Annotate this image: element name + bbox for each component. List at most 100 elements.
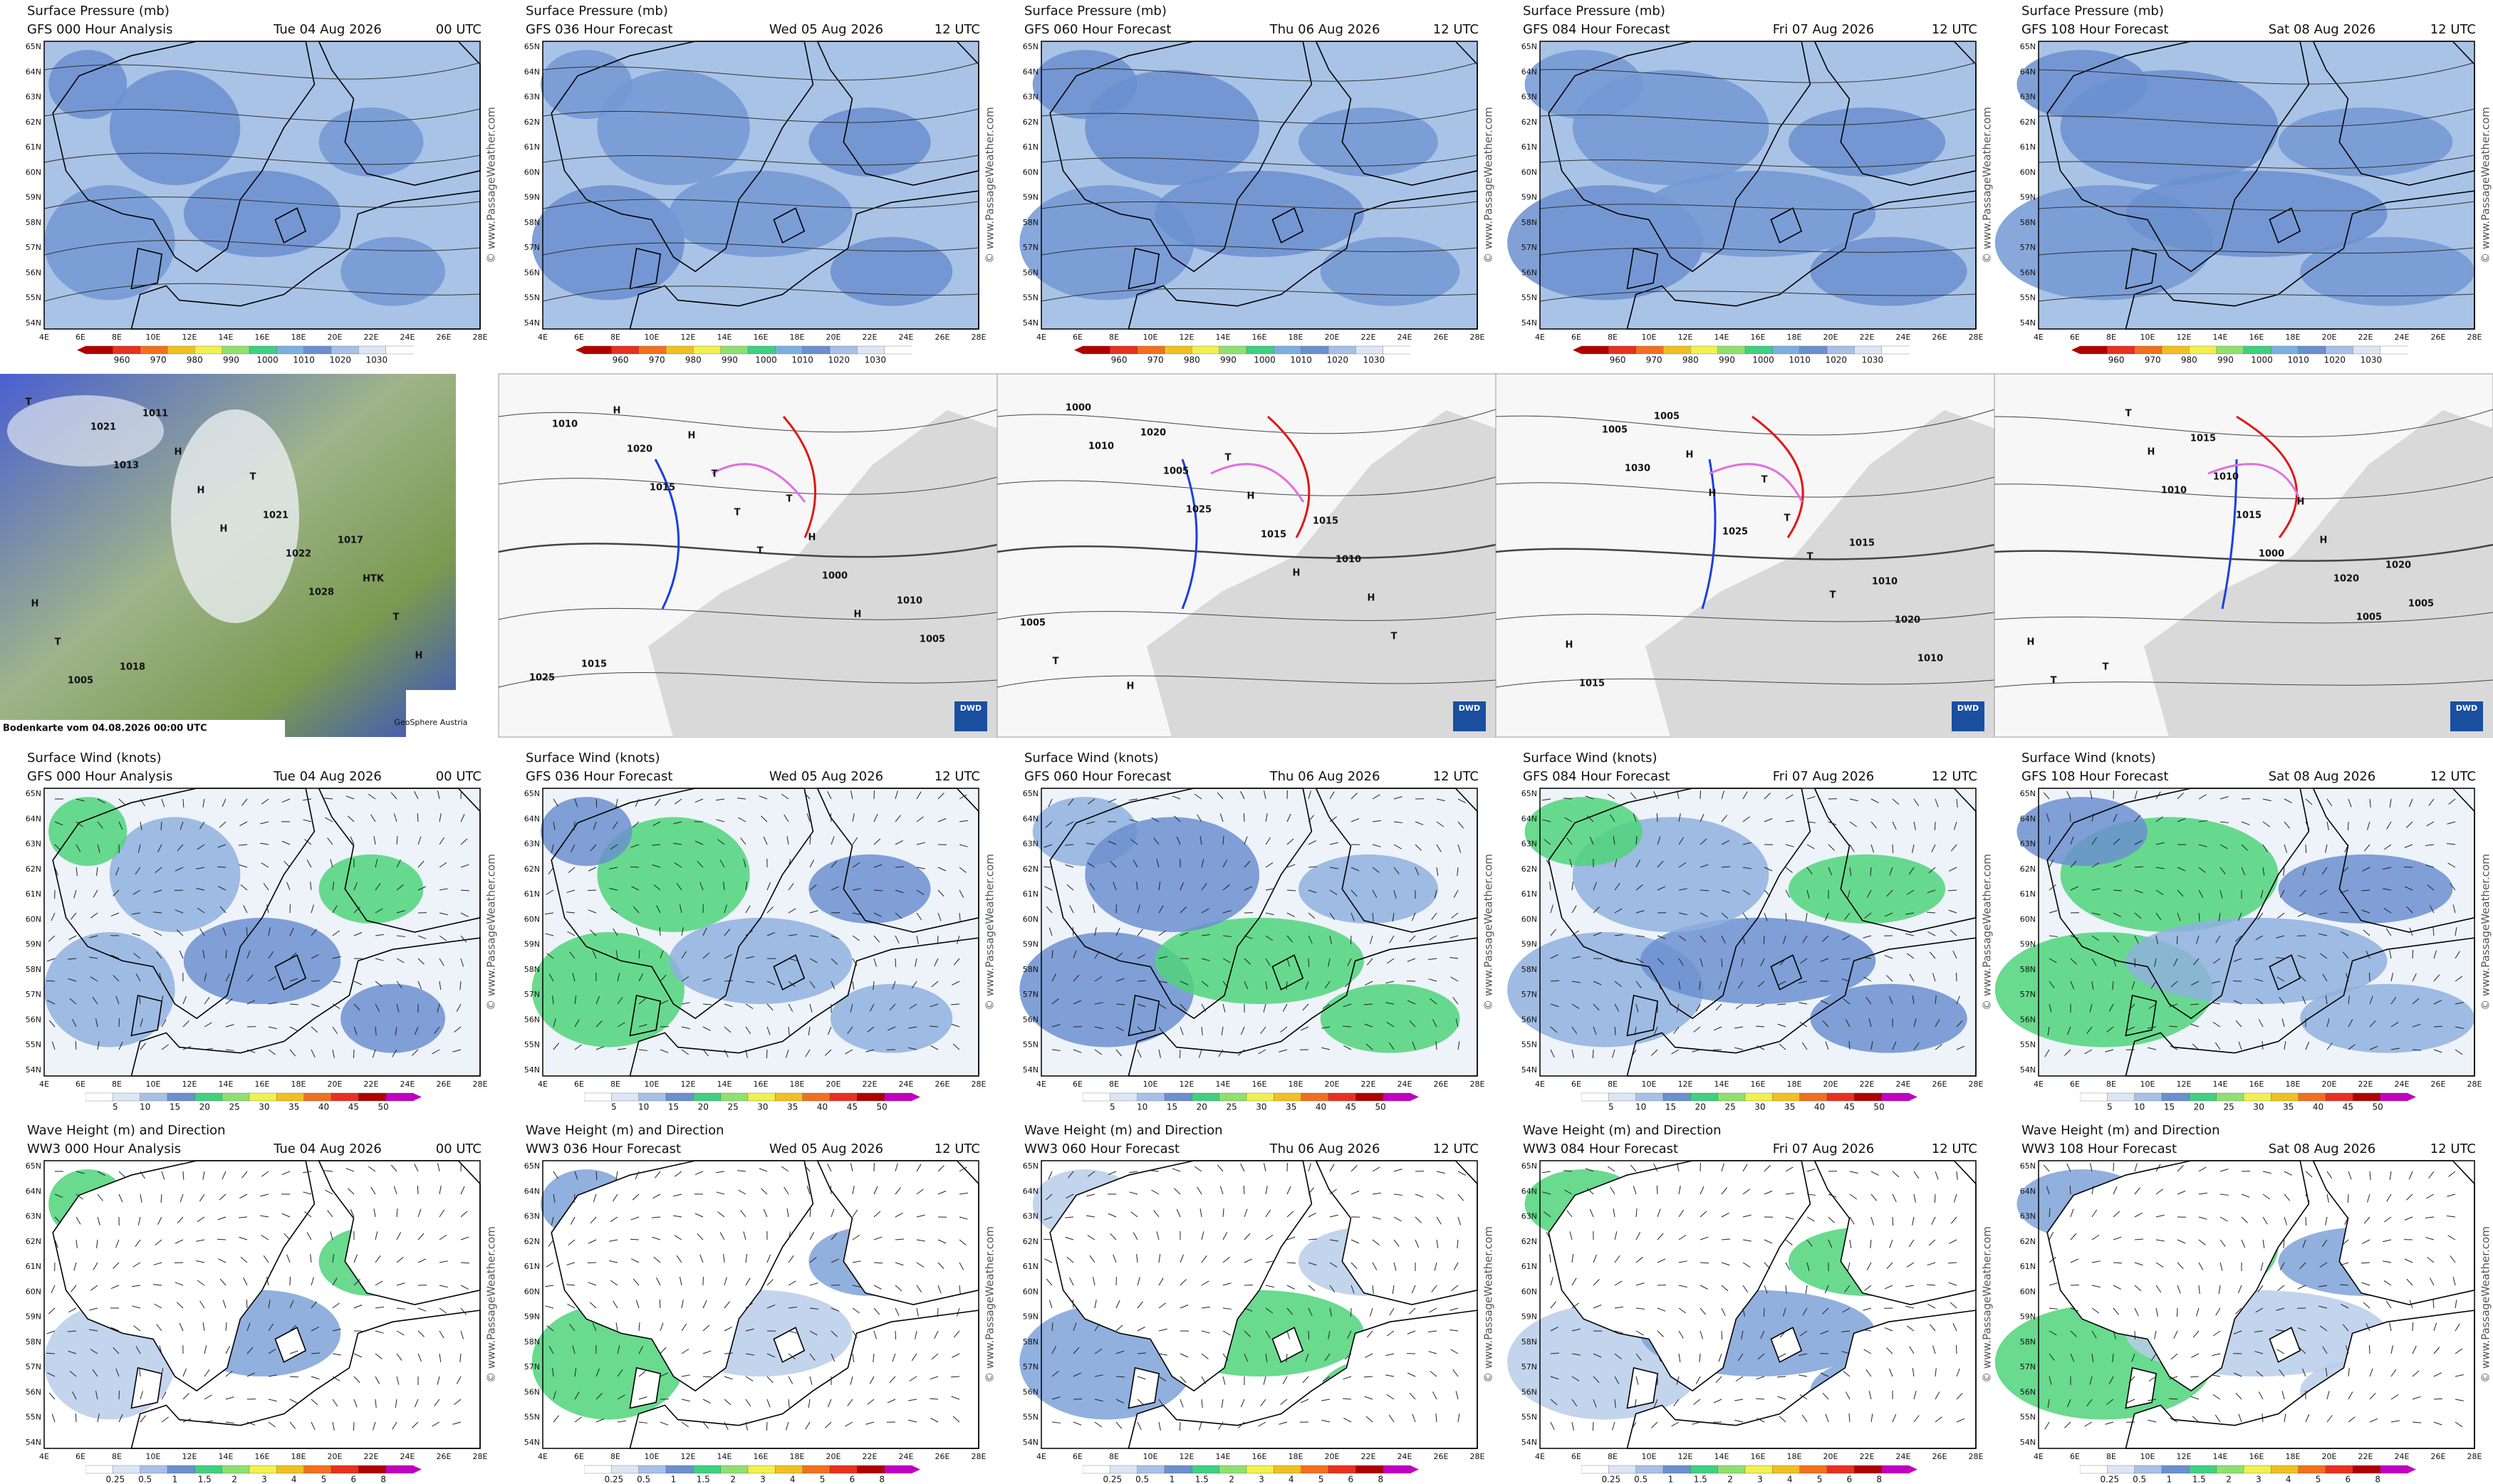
- lat-label: 65N: [26, 1161, 41, 1171]
- direction-arrow: [2455, 976, 2463, 982]
- direction-arrow: [1737, 981, 1744, 989]
- direction-arrow: [261, 1235, 269, 1240]
- direction-arrow: [1350, 1285, 1355, 1294]
- direction-arrow: [46, 958, 56, 962]
- direction-arrow: [2134, 840, 2143, 845]
- direction-arrow: [809, 1307, 818, 1310]
- direction-arrow: [895, 840, 903, 845]
- lat-label: 64N: [2020, 1186, 2036, 1196]
- direction-arrow: [1676, 1163, 1680, 1172]
- colorbar-label: 45: [1844, 1102, 1855, 1112]
- colorbar-swatch: [857, 1465, 885, 1474]
- map-frame: [1539, 41, 1977, 330]
- direction-arrow: [2108, 1003, 2114, 1012]
- direction-arrow: [1180, 882, 1184, 891]
- direction-arrow: [1870, 1171, 1879, 1176]
- direction-arrow: [1950, 844, 1957, 852]
- map-frame: [2038, 41, 2475, 330]
- direction-arrow: [1173, 815, 1181, 822]
- colorbar-label: 990: [722, 355, 738, 365]
- direction-arrow: [2212, 958, 2221, 964]
- direction-arrow: [175, 909, 184, 914]
- direction-arrow: [2447, 842, 2456, 845]
- pressure-center: 1015: [581, 659, 607, 670]
- direction-arrow: [1113, 882, 1117, 891]
- direction-arrow: [1151, 817, 1160, 822]
- direction-arrow: [694, 1213, 704, 1218]
- direction-arrow: [1045, 1193, 1053, 1201]
- lon-label: 18E: [1787, 1080, 1802, 1089]
- direction-arrow: [724, 1421, 729, 1431]
- colorbar-swatch: [1219, 1465, 1247, 1474]
- colorbar-swatch: [358, 1092, 387, 1102]
- direction-arrow: [766, 906, 774, 914]
- lon-label: 24E: [400, 333, 415, 342]
- coastline: [1813, 41, 1977, 186]
- isobar: [498, 543, 998, 558]
- direction-arrow: [68, 1330, 77, 1332]
- direction-arrow: [110, 1327, 120, 1332]
- direction-arrow: [1847, 889, 1851, 899]
- direction-arrow: [1244, 1208, 1248, 1218]
- direction-arrow: [1436, 798, 1445, 802]
- direction-arrow: [1393, 889, 1397, 899]
- direction-arrow: [1457, 1193, 1464, 1201]
- direction-arrow: [1286, 864, 1296, 868]
- lat-label: 61N: [524, 1262, 540, 1271]
- lat-label: 57N: [2020, 1362, 2036, 1371]
- direction-arrow: [417, 836, 422, 845]
- direction-arrow: [1950, 1216, 1957, 1224]
- colorbar-end: [1410, 1093, 1419, 1101]
- lon-label: 16E: [1751, 1080, 1766, 1089]
- direction-arrow: [1434, 1262, 1437, 1271]
- model-run: GFS 108 Hour Forecast: [2021, 22, 2168, 37]
- colorbar-swatch: [113, 345, 141, 355]
- isobar: [542, 242, 979, 256]
- direction-arrow: [2455, 1026, 2464, 1029]
- direction-arrow: [716, 798, 725, 801]
- colorbar-label: 6: [2346, 1475, 2351, 1484]
- direction-arrow: [1137, 1277, 1140, 1286]
- direction-arrow: [2091, 1234, 2100, 1240]
- direction-arrow: [724, 1399, 732, 1406]
- lon-label: 18E: [1787, 333, 1802, 342]
- direction-arrow: [1952, 1322, 1957, 1332]
- direction-arrow: [2148, 1003, 2157, 1009]
- lat-label: 57N: [524, 990, 540, 999]
- direction-arrow: [2128, 1003, 2135, 1011]
- lat-label: 56N: [2020, 1015, 2036, 1024]
- direction-arrow: [1863, 1349, 1872, 1354]
- direction-arrow: [1926, 911, 1936, 914]
- direction-arrow: [916, 816, 924, 822]
- direction-arrow: [246, 1421, 256, 1426]
- direction-arrow: [2450, 883, 2456, 891]
- direction-arrow: [2091, 813, 2094, 822]
- direction-arrow: [595, 1418, 605, 1423]
- direction-arrow: [1700, 838, 1707, 845]
- direction-arrow: [2284, 1193, 2291, 1201]
- direction-arrow: [325, 817, 333, 822]
- colorbar-label: 5: [1608, 1102, 1614, 1112]
- direction-arrow: [2369, 1368, 2373, 1377]
- lon-label: 20E: [2322, 333, 2337, 342]
- direction-arrow: [1742, 867, 1752, 869]
- direction-arrow: [1593, 882, 1597, 891]
- direction-arrow: [118, 1041, 123, 1050]
- warm-front: [1267, 415, 1311, 538]
- isobar: [542, 286, 979, 302]
- direction-arrow: [574, 1171, 578, 1180]
- direction-arrow: [1198, 1049, 1202, 1058]
- lon-label: 12E: [182, 1452, 197, 1461]
- colorbar-swatch: [884, 345, 912, 355]
- direction-arrow: [439, 1234, 447, 1240]
- direction-arrow: [1630, 792, 1637, 800]
- lon-label: 18E: [1289, 1452, 1303, 1461]
- isobar: [542, 155, 979, 166]
- direction-arrow: [1756, 1418, 1765, 1423]
- direction-arrow: [831, 860, 838, 868]
- direction-arrow: [1045, 821, 1053, 828]
- direction-arrow: [803, 792, 811, 800]
- lon-label: 22E: [2358, 1452, 2373, 1461]
- direction-arrow: [2219, 796, 2229, 800]
- lon-label: 10E: [1642, 1080, 1657, 1089]
